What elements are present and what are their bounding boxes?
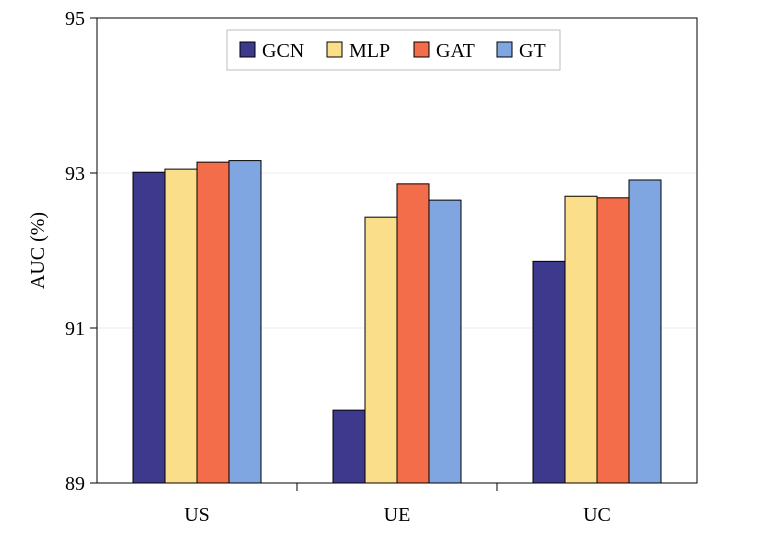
legend-swatch-gcn: [239, 41, 256, 58]
y-axis-title: AUC (%): [27, 212, 49, 289]
bar-gat-us: [196, 161, 230, 484]
bar-gcn-uc: [532, 260, 566, 484]
bar-mlp-ue: [364, 216, 398, 484]
bar-gcn-ue: [332, 409, 366, 484]
bar-mlp-uc: [564, 195, 598, 484]
legend-label-mlp: MLP: [349, 40, 390, 62]
bar-gt-uc: [628, 179, 662, 484]
bar-gat-ue: [396, 183, 430, 484]
bars: [132, 160, 662, 484]
plot-frame: [96, 17, 698, 484]
y-tick-label: 91: [65, 318, 85, 340]
bar-gt-ue: [428, 199, 462, 484]
bar-gt-us: [228, 160, 262, 484]
legend-label-gat: GAT: [436, 40, 475, 62]
x-tick-label: UC: [583, 504, 611, 526]
legend: GCN MLP GAT GT: [226, 29, 561, 71]
legend-swatch-gt: [496, 41, 513, 58]
legend-swatch-mlp: [326, 41, 343, 58]
legend-swatch-gat: [413, 41, 430, 58]
axes: 89 91 93 95 US UE UC: [65, 8, 611, 526]
y-tick-label: 95: [65, 8, 85, 30]
x-tick-label: UE: [384, 504, 411, 526]
y-tick-label: 93: [65, 163, 85, 185]
y-tick-label: 89: [65, 473, 85, 495]
bar-mlp-us: [164, 168, 198, 484]
legend-label-gcn: GCN: [262, 40, 304, 62]
x-tick-label: US: [184, 504, 210, 526]
bar-gat-uc: [596, 197, 630, 484]
bar-gcn-us: [132, 171, 166, 484]
legend-label-gt: GT: [519, 40, 546, 62]
